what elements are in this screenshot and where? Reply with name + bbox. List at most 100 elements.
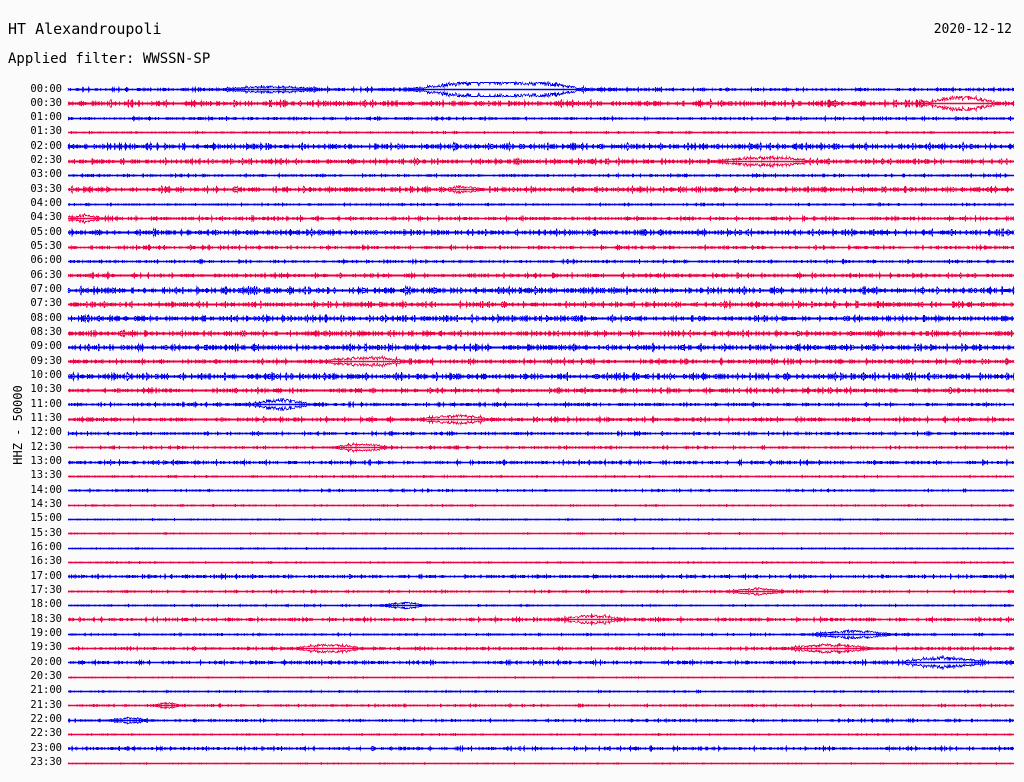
trace-waveform [67,689,1015,694]
time-tick-label: 11:00 [30,397,62,410]
trace-waveform [67,95,1015,113]
seismic-trace-row[interactable] [67,526,1014,541]
trace-waveform [68,258,1015,265]
seismic-trace-row[interactable] [68,326,1014,341]
time-tick-label: 01:00 [30,111,62,124]
seismic-trace-row[interactable] [67,555,1015,570]
time-tick-label: 01:30 [30,125,62,138]
seismic-trace-row[interactable] [67,483,1015,498]
trace-waveform [67,284,1015,296]
time-tick-label: 03:30 [30,182,62,195]
seismic-trace-row[interactable] [68,440,1015,455]
trace-waveform [67,546,1014,550]
seismic-trace-row[interactable] [68,654,1015,671]
seismic-trace-row[interactable] [68,455,1014,470]
time-tick-label: 21:30 [30,698,62,711]
seismic-trace-row[interactable] [68,698,1015,713]
time-tick-label: 15:30 [30,526,62,539]
time-tick-label: 09:00 [30,340,62,353]
seismic-trace-row[interactable] [67,340,1015,355]
trace-waveform [67,80,1015,99]
seismic-trace-row[interactable] [67,95,1015,113]
seismic-trace-row[interactable] [67,426,1015,441]
time-tick-label: 23:30 [30,756,62,768]
trace-waveform [67,212,1015,225]
time-tick-label: 00:00 [30,82,62,95]
seismic-trace-row[interactable] [67,311,1014,326]
time-tick-label: 18:00 [30,598,62,611]
trace-waveform [68,642,1015,655]
seismic-trace-row[interactable] [67,80,1015,99]
trace-waveform [67,313,1014,324]
time-tick-label: 20:30 [30,670,62,683]
applied-filter-label: Applied filter: WWSSN-SP [8,51,211,67]
seismic-trace-row[interactable] [67,741,1014,756]
seismic-trace-row[interactable] [67,541,1014,556]
seismic-trace-row[interactable] [68,641,1015,656]
seismic-trace-row[interactable] [68,154,1015,169]
trace-waveform [68,613,1015,626]
seismic-trace-row[interactable] [67,727,1015,742]
seismic-trace-row[interactable] [68,182,1014,197]
seismic-trace-row[interactable] [68,627,1015,642]
time-tick-label: 13:00 [30,455,62,468]
trace-waveform [68,628,1015,640]
seismic-trace-row[interactable] [67,197,1015,212]
seismic-trace-row[interactable] [67,354,1015,369]
time-tick-label: 04:30 [30,211,62,224]
seismic-trace-row[interactable] [67,397,1015,413]
trace-waveform [68,385,1015,395]
trace-waveform [67,342,1015,353]
trace-waveform [68,600,1014,610]
time-tick-label: 14:30 [30,498,62,511]
seismic-trace-row[interactable] [68,383,1015,398]
seismic-trace-row[interactable] [67,168,1014,183]
trace-waveform [67,370,1015,382]
trace-waveform [67,715,1014,725]
time-tick-label: 06:00 [30,254,62,267]
seismic-trace-row[interactable] [67,268,1015,283]
trace-waveform [67,744,1014,753]
seismic-trace-row[interactable] [68,670,1015,685]
trace-waveform [68,328,1014,338]
trace-waveform [67,586,1015,596]
seismic-trace-row[interactable] [67,211,1015,226]
seismic-trace-row[interactable] [67,512,1014,527]
seismic-trace-row[interactable] [68,225,1015,240]
trace-waveform [67,141,1015,153]
seismic-trace-row[interactable] [67,369,1015,384]
trace-waveform [67,355,1015,369]
seismic-trace-row[interactable] [68,412,1015,427]
time-tick-label: 14:00 [30,483,62,496]
seismic-trace-row[interactable] [67,498,1014,513]
seismic-trace-row[interactable] [68,569,1015,584]
seismic-trace-row[interactable] [67,283,1015,298]
seismic-trace-row[interactable] [68,469,1015,484]
time-tick-label: 16:30 [30,555,62,568]
seismic-trace-row[interactable] [68,125,1015,140]
time-tick-label: 19:30 [30,641,62,654]
seismic-trace-row[interactable] [67,139,1015,154]
seismic-trace-row[interactable] [68,598,1014,613]
trace-waveform [68,299,1014,310]
page-title: HT Alexandroupoli [8,20,162,38]
seismic-trace-row[interactable] [68,612,1015,627]
record-date: 2020-12-12 [933,22,1012,37]
trace-waveform [67,732,1015,737]
seismic-trace-row[interactable] [67,240,1015,255]
seismic-trace-row[interactable] [68,297,1014,312]
seismic-trace-row[interactable] [67,111,1015,126]
time-tick-label: 05:00 [30,225,62,238]
time-tick-label: 17:30 [30,584,62,597]
seismic-trace-row[interactable] [67,756,1014,771]
trace-waveform [67,271,1015,281]
seismic-trace-row[interactable] [67,713,1014,728]
seismic-trace-row[interactable] [67,684,1015,699]
seismic-trace-row[interactable] [67,584,1015,599]
seismic-trace-row[interactable] [68,254,1015,269]
time-tick-label: 08:00 [30,311,62,324]
time-tick-label: 07:00 [30,283,62,296]
trace-waveform [68,675,1015,679]
trace-waveform [68,572,1015,581]
